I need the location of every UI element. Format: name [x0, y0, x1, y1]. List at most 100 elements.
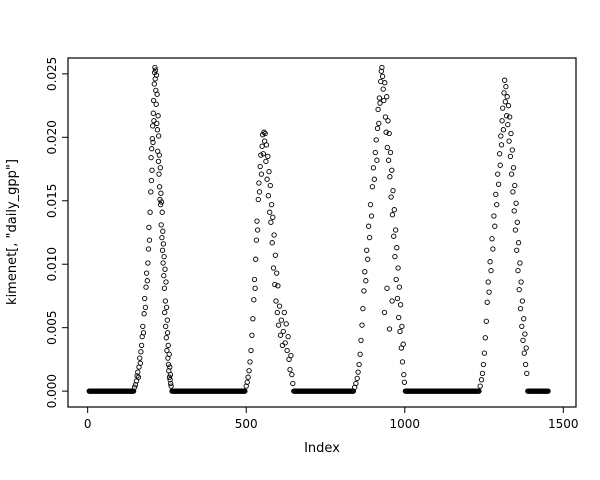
data-point: [401, 371, 407, 378]
data-point: [363, 278, 369, 284]
data-point: [244, 379, 250, 385]
data-point: [254, 218, 260, 224]
data-point: [254, 227, 261, 233]
data-point: [375, 106, 381, 113]
data-point: [508, 130, 514, 137]
data-point: [162, 298, 169, 304]
data-point: [145, 246, 152, 252]
data-point: [137, 355, 143, 361]
data-point: [392, 227, 399, 233]
data-point: [356, 361, 362, 368]
data-point: [502, 77, 508, 83]
data-point: [265, 153, 271, 160]
data-point: [507, 114, 513, 120]
data-point: [368, 213, 375, 219]
data-point: [255, 196, 261, 203]
data-point: [512, 227, 519, 233]
data-point: [399, 323, 405, 330]
y-axis-tick-label: 0.015: [45, 184, 59, 218]
data-point: [275, 283, 281, 289]
data-point: [377, 100, 383, 106]
data-point: [385, 157, 392, 163]
data-point: [145, 260, 151, 266]
data-point: [268, 201, 275, 208]
data-point: [389, 212, 396, 218]
data-point: [276, 303, 283, 309]
data-point: [274, 270, 280, 276]
data-point: [149, 146, 155, 152]
data-point: [248, 347, 254, 354]
data-point: [394, 245, 400, 251]
data-point: [392, 253, 398, 260]
data-point: [165, 361, 172, 368]
data-point: [250, 316, 256, 322]
data-point: [492, 223, 498, 229]
data-point: [491, 213, 497, 219]
data-point: [155, 113, 161, 119]
data-point: [157, 165, 163, 171]
data-point: [498, 133, 504, 139]
data-point: [513, 200, 519, 206]
data-point: [138, 349, 144, 355]
data-point: [242, 388, 248, 394]
data-point: [160, 228, 166, 234]
data-point: [379, 64, 385, 71]
data-point: [247, 359, 253, 365]
data-point: [511, 208, 517, 214]
data-point: [481, 350, 488, 356]
data-point: [395, 265, 401, 271]
data-point: [270, 214, 276, 220]
data-point: [263, 142, 270, 148]
x-axis-tick-label: 1500: [548, 417, 579, 431]
data-point: [519, 323, 525, 330]
data-point: [283, 321, 289, 327]
data-point: [515, 267, 521, 274]
data-point: [401, 379, 408, 385]
data-point: [253, 237, 260, 243]
data-point: [154, 120, 160, 127]
data-point: [268, 219, 274, 225]
data-point: [510, 165, 517, 171]
data-point: [159, 209, 165, 215]
data-point: [357, 351, 363, 357]
data-point: [164, 330, 171, 336]
data-point: [376, 95, 383, 101]
x-axis-tick-label: 500: [235, 417, 258, 431]
y-axis-tick-label: 0.025: [45, 57, 59, 91]
data-point: [389, 167, 395, 173]
data-point: [493, 191, 499, 198]
data-point: [163, 304, 170, 311]
data-point: [508, 171, 515, 177]
data-point: [156, 184, 163, 190]
data-point: [153, 72, 160, 78]
data-point: [259, 143, 265, 149]
data-point: [496, 151, 503, 157]
data-point: [138, 342, 145, 349]
data-point: [288, 352, 294, 359]
data-point: [358, 337, 364, 344]
data-point: [273, 298, 279, 304]
data-point: [167, 364, 173, 370]
data-point: [163, 279, 169, 285]
data-point: [374, 157, 380, 163]
data-point: [156, 171, 162, 177]
data-point: [499, 118, 505, 124]
y-axis-tick-label: 0.010: [45, 247, 59, 281]
data-point: [516, 286, 522, 293]
data-point: [370, 165, 377, 171]
data-point: [289, 371, 295, 378]
data-point: [149, 135, 155, 142]
data-point: [519, 298, 526, 304]
x-axis-title: Index: [304, 441, 340, 456]
data-point: [385, 118, 391, 124]
data-point: [515, 240, 522, 246]
data-point: [354, 375, 360, 382]
data-point: [269, 240, 275, 246]
data-point: [512, 182, 518, 189]
data-point: [387, 149, 394, 156]
data-point: [522, 361, 529, 368]
data-point: [507, 153, 514, 160]
data-point: [391, 233, 397, 239]
data-point: [143, 284, 149, 290]
data-point: [505, 121, 511, 128]
